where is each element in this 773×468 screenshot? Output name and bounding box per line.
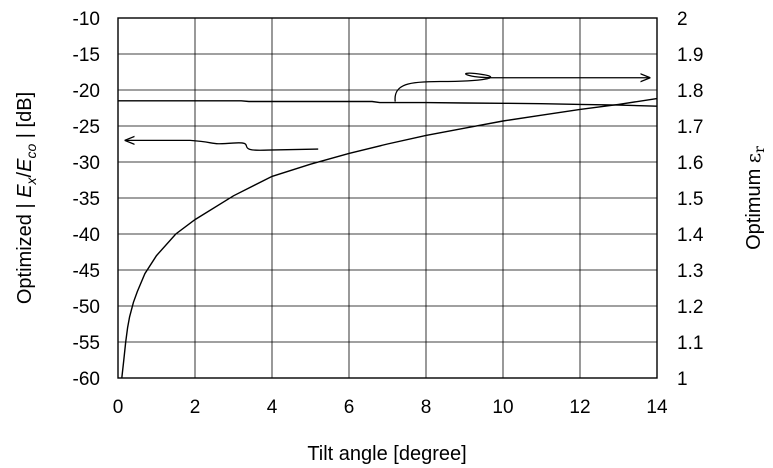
y-right-tick-label: 1.9: [677, 45, 703, 66]
y-right-tick-label: 1.6: [677, 153, 703, 174]
y-left-tick-label: -30: [73, 153, 100, 174]
series-left-axis-line: [121, 97, 658, 379]
y-right-tick-label: 1.5: [677, 189, 703, 210]
series-layer: [118, 97, 658, 379]
annotation-arrows: [126, 72, 650, 151]
gridlines: [118, 18, 657, 378]
series-right-axis-line: [118, 100, 658, 107]
arrow-to-right-axis: [394, 72, 649, 102]
y-left-tick-label: -25: [73, 117, 100, 138]
y-right-tick-label: 1.4: [677, 225, 704, 246]
y-right-tick-label: 1.8: [677, 81, 703, 102]
y-right-tick-label: 1: [677, 369, 688, 390]
y-left-tick-labels: -10 -15 -20 -25 -30 -35 -40 -45 -50 -55 -60: [73, 9, 100, 390]
y-left-tick-label: -35: [73, 189, 100, 210]
y-right-tick-labels: 2 1.9 1.8 1.7 1.6 1.5 1.4 1.3 1.2 1.1 1: [677, 9, 704, 390]
x-tick-labels: 0 2 4 6 8 10 12 14: [113, 397, 668, 418]
x-tick-label: 6: [344, 397, 355, 418]
y-right-tick-label: 2: [677, 9, 688, 30]
y-right-tick-label: 1.3: [677, 261, 703, 282]
y-left-tick-label: -20: [73, 81, 100, 102]
y-left-tick-label: -50: [73, 297, 100, 318]
y-right-axis-label: Optimum εr: [741, 146, 768, 250]
y-right-tick-label: 1.2: [677, 297, 703, 318]
y-right-tick-label: 1.7: [677, 117, 703, 138]
x-tick-label: 4: [267, 397, 278, 418]
x-tick-label: 2: [190, 397, 201, 418]
x-tick-label: 14: [646, 397, 668, 418]
y-right-tick-label: 1.1: [677, 333, 703, 354]
arrow-to-left-axis: [126, 140, 319, 151]
y-left-tick-label: -45: [73, 261, 100, 282]
y-left-axis-label: Optimized | Ex/Eco | [dB]: [14, 92, 39, 304]
x-tick-label: 0: [113, 397, 124, 418]
x-tick-label: 12: [569, 397, 590, 418]
x-axis-label: Tilt angle [degree]: [307, 443, 466, 465]
plot-frame: [117, 17, 658, 379]
y-left-tick-label: -55: [73, 333, 100, 354]
y-left-tick-label: -60: [73, 369, 100, 390]
y-left-tick-label: -10: [73, 9, 100, 30]
y-left-tick-label: -15: [73, 45, 100, 66]
x-tick-label: 10: [492, 397, 513, 418]
y-left-tick-label: -40: [73, 225, 100, 246]
x-tick-label: 8: [421, 397, 432, 418]
